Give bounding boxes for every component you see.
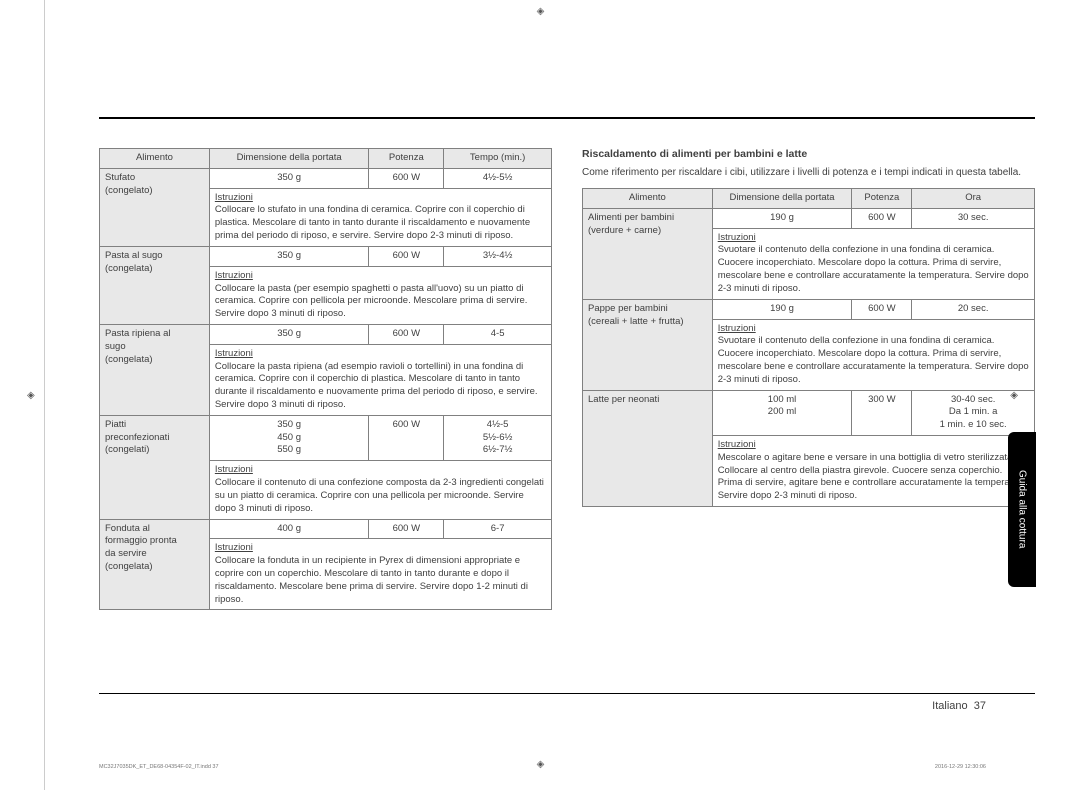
food-cell: Piattipreconfezionati(congelati) <box>100 415 210 519</box>
time-cell: 4-5 <box>444 324 552 344</box>
instruction-cell: IstruzioniCollocare la pasta (per esempi… <box>209 266 551 324</box>
power-cell: 600 W <box>369 519 444 539</box>
size-cell: 350 g <box>209 324 369 344</box>
time-cell: 30 sec. <box>912 208 1035 228</box>
food-cell: Alimenti per bambini(verdure + carne) <box>583 208 713 299</box>
instruction-cell: IstruzioniSvuotare il contenuto della co… <box>712 319 1034 390</box>
food-cell: Latte per neonati <box>583 390 713 507</box>
size-cell: 350 g450 g550 g <box>209 415 369 460</box>
time-cell: 6-7 <box>444 519 552 539</box>
instruction-cell: IstruzioniSvuotare il contenuto della co… <box>712 228 1034 299</box>
content-area: AlimentoDimensione della portataPotenzaT… <box>99 148 1035 610</box>
time-cell: 20 sec. <box>912 299 1035 319</box>
instruction-cell: IstruzioniMescolare o agitare bene e ver… <box>712 436 1034 507</box>
size-cell: 190 g <box>712 299 852 319</box>
table-header: Tempo (min.) <box>444 149 552 169</box>
section-tab: Guida alla cottura <box>1008 432 1036 587</box>
power-cell: 300 W <box>852 390 912 435</box>
left-column: AlimentoDimensione della portataPotenzaT… <box>99 148 552 610</box>
size-cell: 350 g <box>209 246 369 266</box>
food-cell: Stufato(congelato) <box>100 168 210 246</box>
footer-language: Italiano <box>932 700 967 712</box>
bottom-rule <box>99 693 1035 694</box>
reheating-table-right: AlimentoDimensione della portataPotenzaO… <box>582 188 1035 507</box>
time-cell: 3½-4½ <box>444 246 552 266</box>
right-column: Riscaldamento di alimenti per bambini e … <box>582 148 1035 610</box>
reheating-table-left: AlimentoDimensione della portataPotenzaT… <box>99 148 552 610</box>
crop-mark-icon: ◈ <box>27 390 35 401</box>
page-footer: Italiano 37 <box>932 700 986 712</box>
instruction-cell: IstruzioniCollocare lo stufato in una fo… <box>209 188 551 246</box>
power-cell: 600 W <box>852 299 912 319</box>
table-header: Alimento <box>100 149 210 169</box>
power-cell: 600 W <box>369 415 444 460</box>
crop-mark-icon: ◈ <box>537 759 545 770</box>
instruction-cell: IstruzioniCollocare il contenuto di una … <box>209 461 551 519</box>
instruction-cell: IstruzioniCollocare la fonduta in un rec… <box>209 539 551 610</box>
footer-page-number: 37 <box>974 700 986 712</box>
food-cell: Pasta al sugo(congelata) <box>100 246 210 324</box>
power-cell: 600 W <box>369 324 444 344</box>
power-cell: 600 W <box>852 208 912 228</box>
table-header: Dimensione della portata <box>209 149 369 169</box>
time-cell: 4½-5½ <box>444 168 552 188</box>
size-cell: 400 g <box>209 519 369 539</box>
size-cell: 100 ml200 ml <box>712 390 852 435</box>
size-cell: 350 g <box>209 168 369 188</box>
power-cell: 600 W <box>369 246 444 266</box>
table-header: Dimensione della portata <box>712 189 852 209</box>
size-cell: 190 g <box>712 208 852 228</box>
food-cell: Pasta ripiena alsugo(congelata) <box>100 324 210 415</box>
section-intro: Come riferimento per riscaldare i cibi, … <box>582 166 1035 180</box>
top-rule <box>99 117 1035 119</box>
time-cell: 30-40 sec.Da 1 min. a1 min. e 10 sec. <box>912 390 1035 435</box>
power-cell: 600 W <box>369 168 444 188</box>
time-cell: 4½-55½-6½6½-7½ <box>444 415 552 460</box>
table-header: Alimento <box>583 189 713 209</box>
imprint-right: 2016-12-29 12:30:06 <box>935 764 986 770</box>
table-header: Ora <box>912 189 1035 209</box>
crop-mark-icon: ◈ <box>537 6 545 17</box>
section-heading: Riscaldamento di alimenti per bambini e … <box>582 148 1035 160</box>
food-cell: Fonduta alformaggio prontada servire(con… <box>100 519 210 610</box>
table-header: Potenza <box>369 149 444 169</box>
imprint-left: MC32J7035DK_ET_DE68-04354F-02_IT.indd 37 <box>99 764 219 770</box>
instruction-cell: IstruzioniCollocare la pasta ripiena (ad… <box>209 344 551 415</box>
table-header: Potenza <box>852 189 912 209</box>
food-cell: Pappe per bambini(cereali + latte + frut… <box>583 299 713 390</box>
